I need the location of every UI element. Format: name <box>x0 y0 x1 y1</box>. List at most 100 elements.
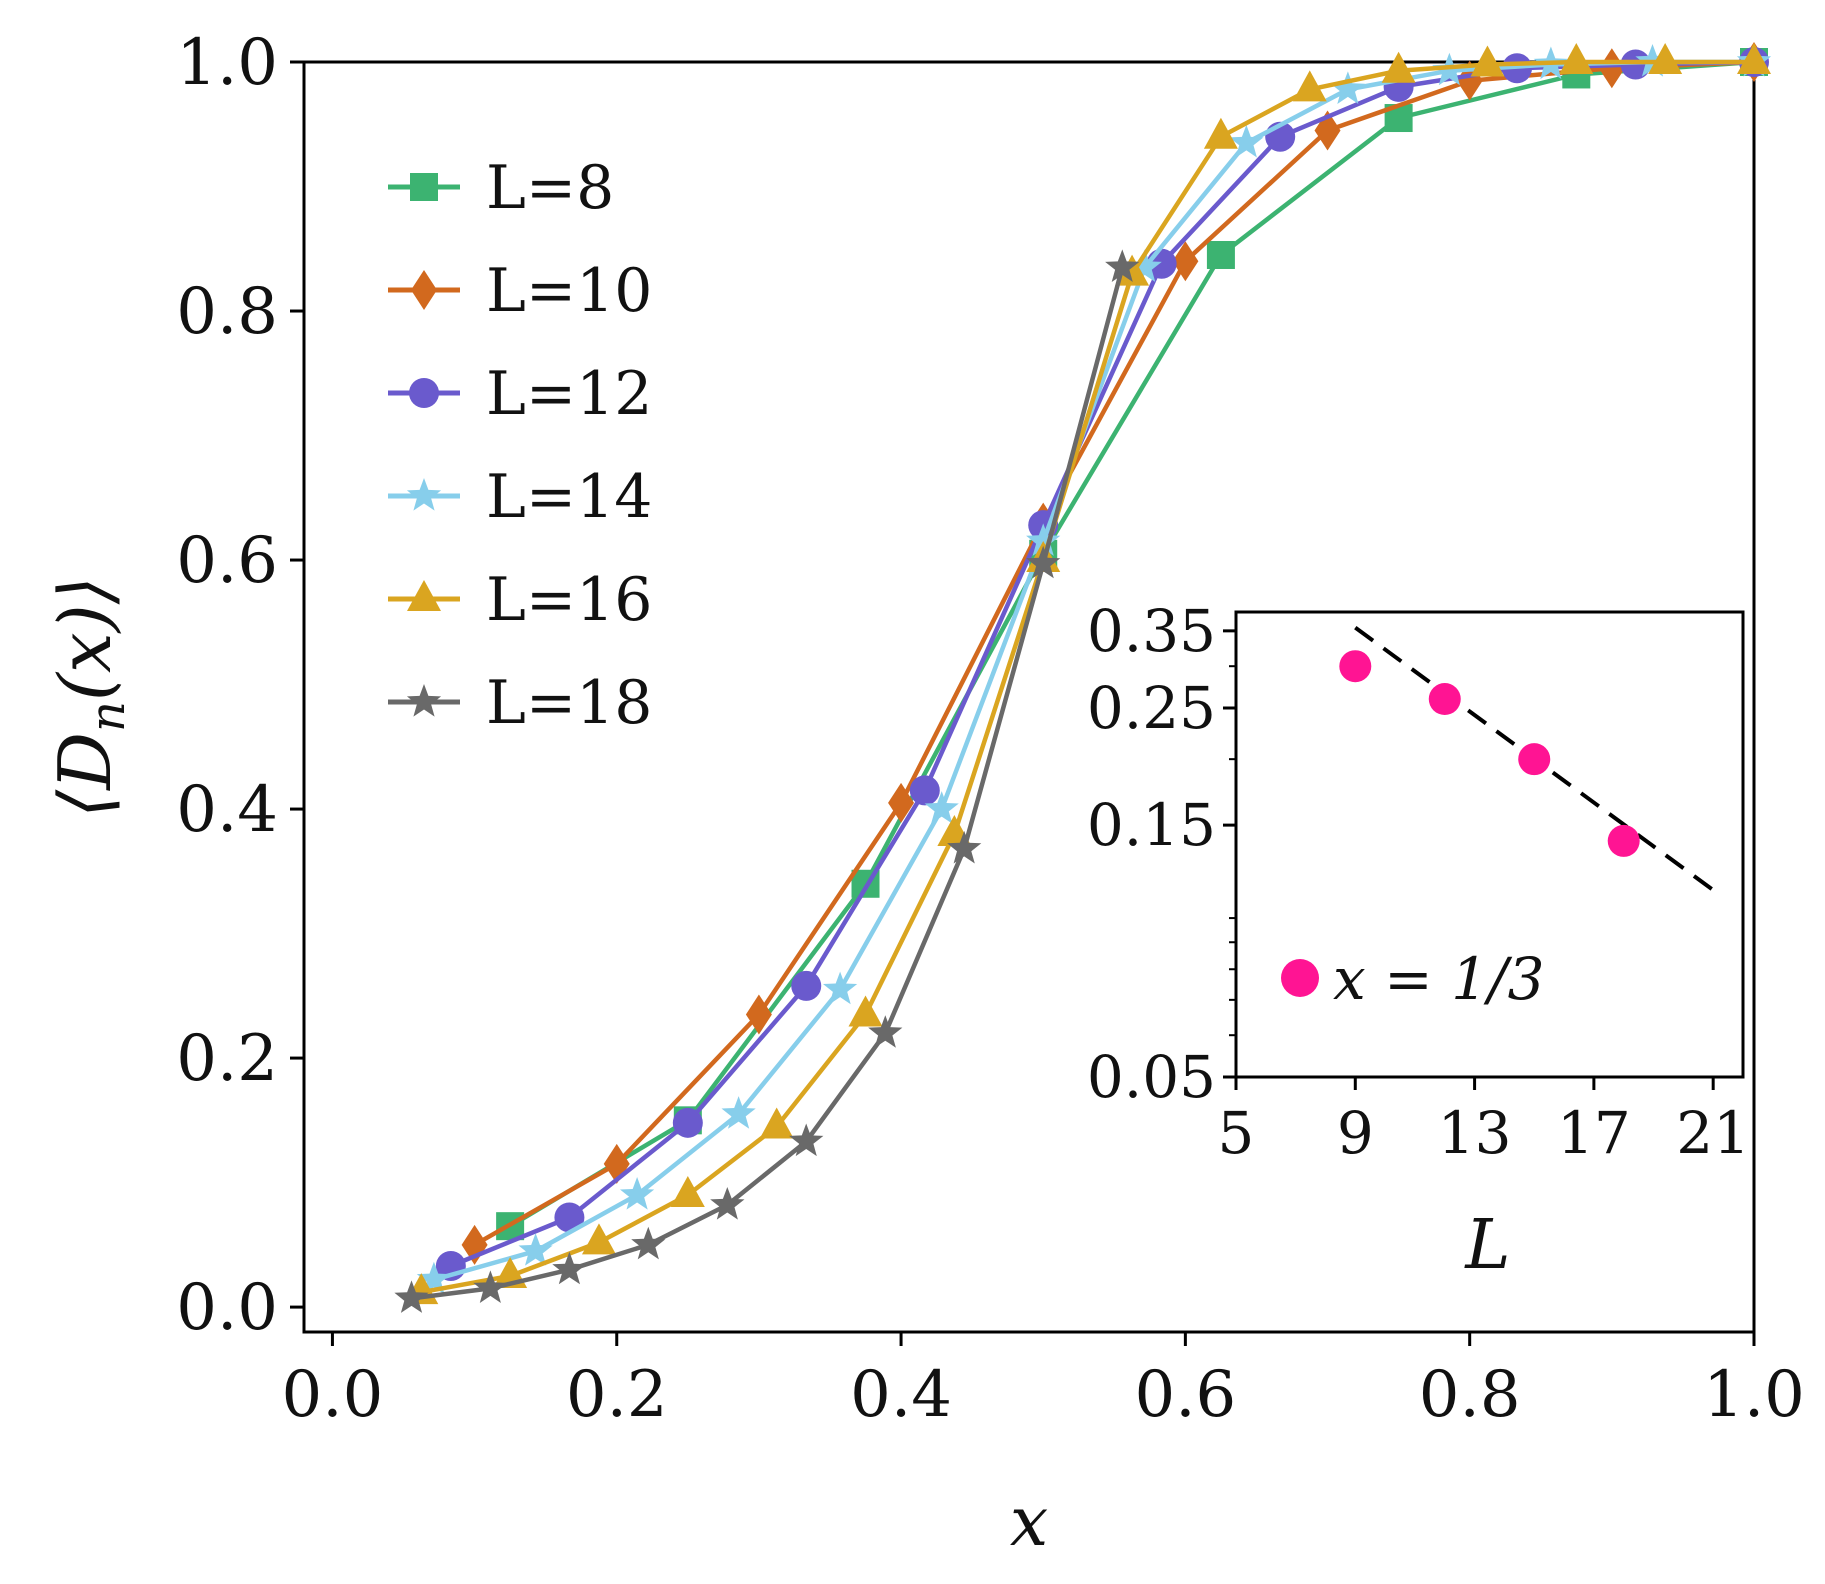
inset-y-tick-label: 0.05 <box>1087 1043 1216 1111</box>
data-point <box>1559 43 1594 74</box>
data-point <box>909 775 940 806</box>
data-point <box>868 1015 903 1048</box>
y-axis-title-main: ⟨D <box>43 732 127 818</box>
legend-marker <box>411 270 437 310</box>
inset-data-point <box>1428 683 1461 716</box>
main-ticks: 0.0 0.2 0.4 0.6 0.8 1.0 0.0 0.2 0.4 0.6 0.8 1.0 <box>176 26 1805 1432</box>
data-point <box>745 994 772 1035</box>
series-L=18 <box>394 249 1140 1313</box>
data-point <box>1292 70 1327 102</box>
series-line <box>508 59 1755 1229</box>
inset-legend: x = 1/3 <box>1281 945 1545 1013</box>
y-tick-label: 0.8 <box>176 275 278 349</box>
data-point <box>473 1270 508 1303</box>
legend-label: L=14 <box>486 462 652 532</box>
inset-data-point <box>1518 743 1551 776</box>
data-point <box>888 782 915 823</box>
legend-marker <box>409 378 439 408</box>
data-point <box>1105 249 1140 282</box>
inset-ticks: 5 9 13 17 21 0.05 0.15 0.25 0.35 <box>1087 597 1750 1167</box>
inset-data-point <box>1339 650 1372 683</box>
data-point <box>1203 117 1238 149</box>
legend-item: L=16 <box>388 565 652 635</box>
series-line <box>433 59 1754 1282</box>
inset-plot: 5 9 13 17 21 0.05 0.15 0.25 0.35 x = 1/3 L <box>1087 597 1750 1285</box>
data-point <box>1172 241 1199 282</box>
y-axis-title-subscript: n <box>80 701 136 732</box>
main-series <box>394 42 1772 1313</box>
y-tick-label: 0.0 <box>176 1271 278 1345</box>
x-tick-label: 0.8 <box>1419 1358 1521 1432</box>
series-line <box>411 266 1125 1301</box>
legend-label: L=12 <box>486 359 652 429</box>
data-point <box>1330 71 1365 104</box>
x-tick-label: 0.4 <box>850 1358 952 1432</box>
legend-label: L=16 <box>486 565 652 635</box>
y-tick-label: 1.0 <box>176 26 278 100</box>
x-tick-label: 0.6 <box>1134 1358 1236 1432</box>
legend-marker <box>406 684 442 717</box>
inset-x-tick-label: 9 <box>1337 1099 1374 1167</box>
data-point <box>1381 51 1416 83</box>
data-point <box>1229 124 1264 158</box>
data-point <box>1026 523 1061 556</box>
inset-background <box>1236 612 1743 1077</box>
inset-y-tick-label: 0.15 <box>1087 791 1216 859</box>
legend-item: L=10 <box>388 256 652 326</box>
data-point <box>1470 45 1505 77</box>
legend-item: L=18 <box>388 668 652 738</box>
legend-marker <box>407 580 441 611</box>
legend-label: L=18 <box>486 668 652 738</box>
legend-item: L=14 <box>388 462 652 532</box>
legend-label: L=8 <box>486 153 614 223</box>
x-axis-title: x <box>1010 1483 1048 1562</box>
data-point <box>631 1226 666 1260</box>
inset-x-tick-label: 5 <box>1218 1099 1255 1167</box>
data-point <box>416 1261 452 1295</box>
data-point <box>552 1251 587 1285</box>
series-line <box>420 59 1754 1295</box>
inset-x-tick-label: 13 <box>1438 1099 1512 1167</box>
data-point <box>518 1233 553 1266</box>
y-tick-label: 0.2 <box>176 1022 278 1096</box>
data-point <box>1598 48 1625 89</box>
data-point <box>620 1177 655 1210</box>
legend-marker <box>410 173 438 201</box>
x-tick-label: 0.2 <box>566 1358 668 1432</box>
inset-data-point <box>1607 824 1640 857</box>
data-point <box>924 791 959 824</box>
data-point <box>581 1223 616 1255</box>
y-axis-title-tail: (x)⟩ <box>43 576 127 701</box>
inset-legend-marker <box>1281 959 1319 997</box>
inset-x-tick-label: 17 <box>1557 1099 1631 1167</box>
data-point <box>848 995 883 1027</box>
data-point <box>721 1096 756 1129</box>
legend-item: L=12 <box>388 359 652 429</box>
legend: L=8 L=10 L=12 L=14 L=16 L=18 <box>388 153 652 738</box>
series-line <box>473 59 1755 1247</box>
data-point <box>672 1107 703 1138</box>
data-point <box>947 830 982 864</box>
data-point <box>823 971 858 1005</box>
data-point <box>791 970 822 1001</box>
data-point <box>1206 240 1235 269</box>
data-point <box>1127 249 1162 282</box>
inset-x-axis-title: L <box>1463 1206 1510 1285</box>
data-point <box>710 1187 745 1220</box>
data-point <box>1115 254 1150 286</box>
inset-points <box>1339 650 1640 857</box>
y-axis-title: ⟨Dn(x)⟩ <box>43 576 136 818</box>
y-tick-label: 0.4 <box>176 773 278 847</box>
data-point <box>670 1176 705 1208</box>
x-tick-label: 1.0 <box>1703 1358 1805 1432</box>
main-plot-frame <box>302 60 1756 1334</box>
data-point <box>1648 43 1683 74</box>
data-point <box>1456 60 1483 101</box>
inset-frame <box>1234 610 1745 1079</box>
legend-marker <box>406 478 442 511</box>
inset-x-tick-label: 21 <box>1676 1099 1750 1167</box>
data-point <box>554 1202 585 1233</box>
legend-item: L=8 <box>388 153 614 223</box>
y-tick-label: 0.6 <box>176 524 278 598</box>
